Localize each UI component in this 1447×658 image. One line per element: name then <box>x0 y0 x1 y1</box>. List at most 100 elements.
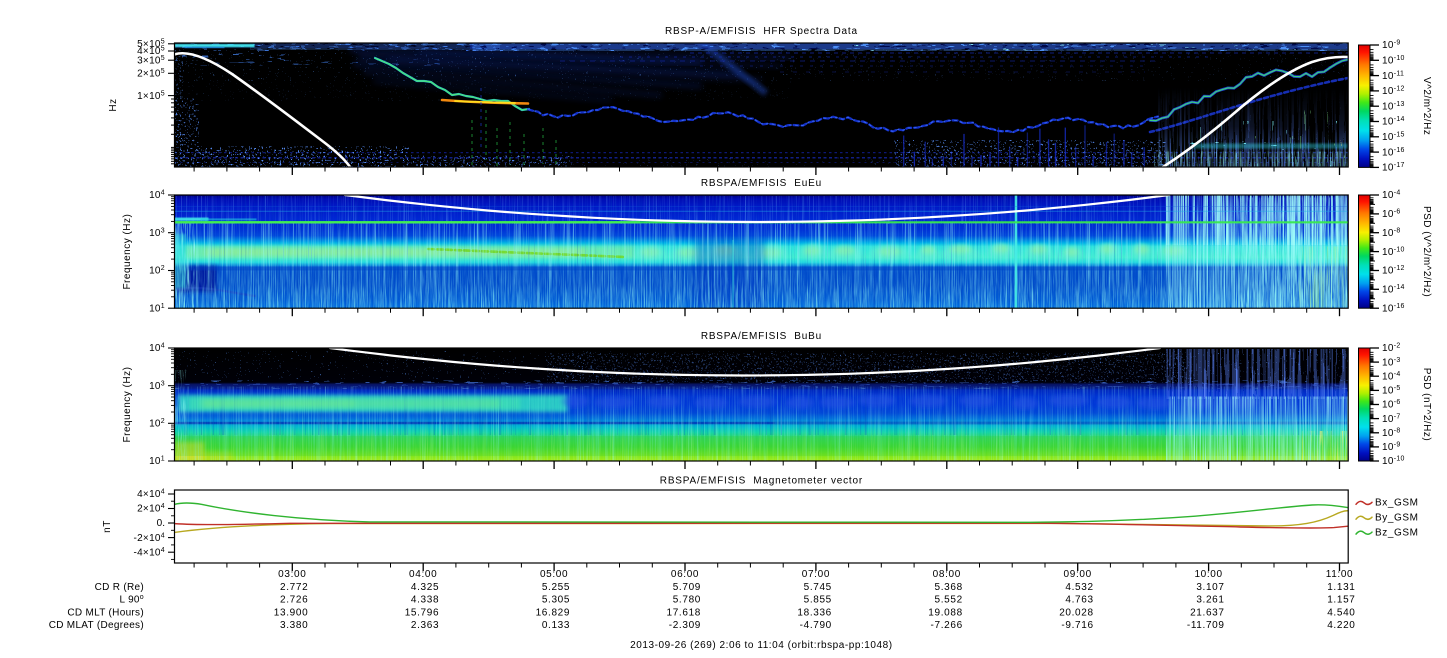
svg-text:10-14: 10-14 <box>1382 116 1405 128</box>
svg-text:10-10: 10-10 <box>1382 55 1405 67</box>
svg-text:4.325: 4.325 <box>411 582 439 593</box>
svg-text:5.305: 5.305 <box>542 595 570 606</box>
svg-text:103: 103 <box>149 380 165 392</box>
svg-text:104: 104 <box>149 190 165 202</box>
svg-text:10-9: 10-9 <box>1382 40 1401 52</box>
svg-text:17.618: 17.618 <box>667 607 702 618</box>
svg-text:3.261: 3.261 <box>1196 595 1224 606</box>
svg-text:10-13: 10-13 <box>1382 101 1405 113</box>
svg-text:15.796: 15.796 <box>405 607 440 618</box>
svg-text:10-6: 10-6 <box>1382 209 1401 221</box>
svg-text:CD MLAT (Degrees): CD MLAT (Degrees) <box>49 620 144 631</box>
svg-text:4×105: 4×105 <box>137 46 165 58</box>
svg-text:10-12: 10-12 <box>1382 265 1405 277</box>
svg-text:10-6: 10-6 <box>1382 399 1401 411</box>
svg-text:By_GSM: By_GSM <box>1375 513 1419 524</box>
svg-text:PSD (nT^2/Hz): PSD (nT^2/Hz) <box>1421 368 1432 441</box>
svg-text:4.763: 4.763 <box>1065 595 1093 606</box>
svg-text:Frequency (Hz): Frequency (Hz) <box>122 214 133 290</box>
svg-text:3.380: 3.380 <box>280 620 308 631</box>
svg-text:5.780: 5.780 <box>673 595 701 606</box>
svg-text:104: 104 <box>149 343 165 355</box>
svg-text:2×104: 2×104 <box>137 503 165 515</box>
svg-text:nT: nT <box>102 520 113 533</box>
svg-text:2×105: 2×105 <box>137 68 165 80</box>
svg-text:PSD (V^2/m^2/Hz): PSD (V^2/m^2/Hz) <box>1421 206 1432 297</box>
svg-text:-2.309: -2.309 <box>669 620 701 631</box>
svg-text:10-8: 10-8 <box>1382 427 1401 439</box>
svg-text:11:00: 11:00 <box>1326 569 1354 580</box>
svg-text:10-9: 10-9 <box>1382 442 1401 454</box>
svg-text:10:00: 10:00 <box>1194 569 1222 580</box>
svg-text:4.220: 4.220 <box>1327 620 1355 631</box>
svg-text:2.726: 2.726 <box>280 595 308 606</box>
svg-text:102: 102 <box>149 418 165 430</box>
svg-text:RBSPA/EMFISIS BuBu: RBSPA/EMFISIS BuBu <box>701 331 822 342</box>
svg-text:4×104: 4×104 <box>137 489 165 501</box>
svg-text:19.088: 19.088 <box>928 607 963 618</box>
svg-text:-7.266: -7.266 <box>931 620 963 631</box>
svg-text:16.829: 16.829 <box>536 607 571 618</box>
svg-text:1.157: 1.157 <box>1327 595 1355 606</box>
svg-text:-4×104: -4×104 <box>133 547 165 559</box>
svg-text:5.709: 5.709 <box>673 582 701 593</box>
svg-text:20.028: 20.028 <box>1059 607 1094 618</box>
svg-text:RBSPA/EMFISIS EuEu: RBSPA/EMFISIS EuEu <box>701 178 822 189</box>
svg-text:10-16: 10-16 <box>1382 147 1405 159</box>
svg-text:10-17: 10-17 <box>1382 162 1405 174</box>
svg-text:21.637: 21.637 <box>1190 607 1225 618</box>
svg-text:03:00: 03:00 <box>278 569 306 580</box>
svg-text:13.900: 13.900 <box>274 607 309 618</box>
svg-text:3.107: 3.107 <box>1196 582 1224 593</box>
svg-text:0.: 0. <box>157 518 165 529</box>
svg-text:Hz: Hz <box>108 98 119 111</box>
svg-text:10-8: 10-8 <box>1382 227 1401 239</box>
svg-text:10-11: 10-11 <box>1382 70 1404 82</box>
svg-text:4.540: 4.540 <box>1327 607 1355 618</box>
svg-text:CD R (Re): CD R (Re) <box>95 582 144 593</box>
svg-text:RBSPA/EMFISIS Magnetometer ve: RBSPA/EMFISIS Magnetometer vector <box>660 475 863 486</box>
svg-text:5.745: 5.745 <box>804 582 832 593</box>
svg-text:04:00: 04:00 <box>409 569 437 580</box>
svg-text:10-4: 10-4 <box>1382 371 1401 383</box>
svg-text:10-15: 10-15 <box>1382 132 1405 144</box>
svg-text:10-10: 10-10 <box>1382 246 1405 257</box>
svg-text:10-10: 10-10 <box>1382 456 1405 468</box>
svg-text:05:00: 05:00 <box>540 569 568 580</box>
svg-text:-4.790: -4.790 <box>800 620 832 631</box>
svg-text:10-16: 10-16 <box>1382 303 1405 315</box>
svg-text:Frequency (Hz): Frequency (Hz) <box>122 367 133 443</box>
svg-text:-2×104: -2×104 <box>133 532 165 544</box>
svg-text:4.532: 4.532 <box>1065 582 1093 593</box>
svg-text:3×105: 3×105 <box>137 55 165 67</box>
svg-text:4.338: 4.338 <box>411 595 439 606</box>
svg-text:10-12: 10-12 <box>1382 86 1405 98</box>
svg-text:0.133: 0.133 <box>542 620 570 631</box>
svg-text:10-4: 10-4 <box>1382 190 1401 202</box>
svg-text:-11.709: -11.709 <box>1187 620 1225 631</box>
svg-text:Bx_GSM: Bx_GSM <box>1375 498 1419 509</box>
svg-text:L 90o: L 90o <box>120 594 145 606</box>
svg-text:101: 101 <box>149 303 165 315</box>
svg-text:2.363: 2.363 <box>411 620 439 631</box>
svg-text:10-3: 10-3 <box>1382 357 1401 369</box>
svg-text:5.255: 5.255 <box>542 582 570 593</box>
svg-text:10-2: 10-2 <box>1382 343 1401 355</box>
svg-text:18.336: 18.336 <box>797 607 832 618</box>
svg-text:5×105: 5×105 <box>137 39 165 51</box>
svg-text:10-14: 10-14 <box>1382 284 1405 296</box>
svg-text:10-7: 10-7 <box>1382 413 1401 425</box>
svg-text:101: 101 <box>149 456 165 468</box>
svg-text:10-5: 10-5 <box>1382 385 1401 397</box>
svg-text:102: 102 <box>149 265 165 277</box>
svg-text:-9.716: -9.716 <box>1061 620 1093 631</box>
svg-text:1.131: 1.131 <box>1327 582 1355 593</box>
svg-text:V^2/m^2/Hz: V^2/m^2/Hz <box>1421 77 1432 135</box>
svg-text:103: 103 <box>149 227 165 239</box>
svg-text:5.368: 5.368 <box>935 582 963 593</box>
svg-text:Bz_GSM: Bz_GSM <box>1375 528 1419 539</box>
svg-text:RBSP-A/EMFISIS HFR Spectra Da: RBSP-A/EMFISIS HFR Spectra Data <box>665 26 858 37</box>
svg-text:5.552: 5.552 <box>935 595 963 606</box>
svg-text:2.772: 2.772 <box>280 582 308 593</box>
svg-text:07:00: 07:00 <box>802 569 830 580</box>
